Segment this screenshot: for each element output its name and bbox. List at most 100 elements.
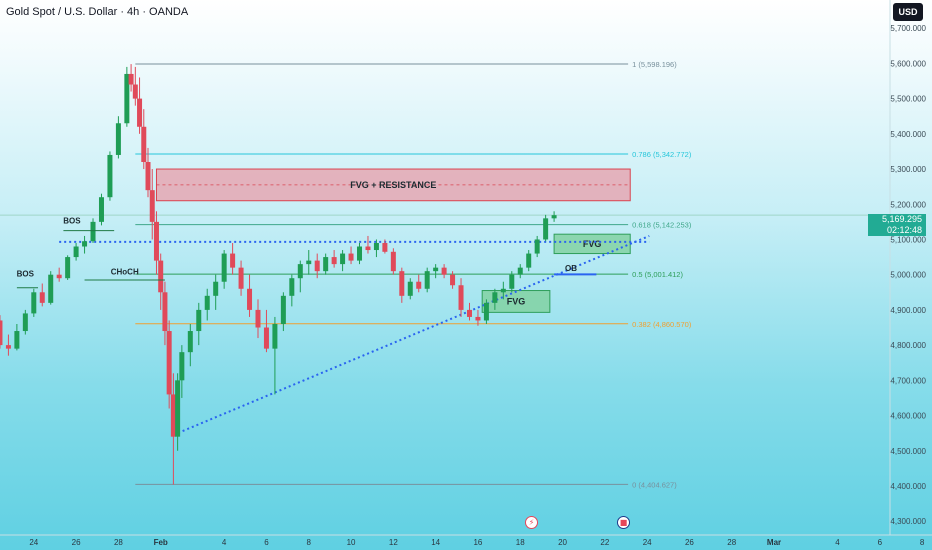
zone-label: FVG + RESISTANCE [350,180,436,190]
candle-body [39,292,45,303]
candle-body [255,309,261,328]
candle-body [297,264,303,279]
candle-body [526,253,532,268]
x-axis-tick-label: 14 [431,538,440,547]
candle-body [132,84,138,99]
candle-body [373,242,379,251]
y-axis-tick-label: 5,200.000 [890,200,926,209]
fib-level-label: 0.5 (5,001.412) [632,270,683,279]
y-axis-tick-label: 5,600.000 [890,59,926,68]
candle-body [407,281,413,296]
candle-body [441,267,447,275]
us-flag-event-icon[interactable]: ■ [617,516,630,529]
candle-countdown-tag: 02:12:48 [868,225,926,236]
candle-body [162,292,168,332]
candle-body [230,253,236,268]
candle-body [357,246,363,261]
candle-body [458,285,464,310]
x-axis-tick-label: Feb [154,538,168,547]
candle-body [124,73,130,124]
candle-body [0,320,3,346]
x-axis-tick-label: 12 [389,538,398,547]
x-axis-tick-label: 24 [643,538,652,547]
candle-body [175,380,181,437]
candle-body [196,309,202,332]
zone-label: FVG [507,296,526,306]
fib-level-label: 0.618 (5,142.253) [632,221,692,230]
y-axis-tick-label: 4,900.000 [890,306,926,315]
candle-body [382,242,388,252]
candle-body [153,221,159,261]
x-axis-tick-label: 24 [29,538,38,547]
candle-body [390,251,396,272]
candle-body [128,73,134,85]
y-axis-tick-label: 5,100.000 [890,235,926,244]
candle-body [509,274,515,289]
candle-body [289,278,295,296]
y-axis-tick-label: 5,400.000 [890,130,926,139]
candle-body [551,215,557,219]
candle-body [238,267,244,289]
x-axis-tick-label: 4 [222,538,227,547]
lightning-event-icon[interactable]: ⚡ [525,516,538,529]
x-axis-tick-label: 16 [473,538,482,547]
fib-level-label: 0.382 (4,860.570) [632,320,692,329]
candle-body [158,260,164,293]
candle-body [5,345,11,349]
candle-body [365,246,371,251]
candle-body [221,253,227,282]
candle-body [145,161,151,191]
candle-body [22,313,28,332]
x-axis-tick-label: 18 [516,538,525,547]
candle-body [213,281,219,296]
fib-level-label: 0.786 (5,342.772) [632,150,692,159]
x-axis-tick-label: 6 [264,538,269,547]
x-axis-tick-label: 4 [835,538,840,547]
candle-body [73,246,79,258]
candle-body [48,274,54,303]
fib-level-label: 0 (4,404.627) [632,480,677,489]
candle-body [179,352,185,381]
candle-body [466,309,472,317]
x-axis-tick-label: 8 [920,538,925,547]
candle-body [137,98,143,127]
candle-body [98,197,104,222]
candle-body [31,292,37,314]
y-axis-tick-label: 5,000.000 [890,271,926,280]
candle-body [492,292,498,303]
candle-body [263,327,269,349]
candle-body [115,123,121,155]
fib-level-label: 1 (5,598.196) [632,60,677,69]
y-axis-tick-label: 5,500.000 [890,95,926,104]
candle-body [340,253,346,265]
candle-body [272,323,278,349]
y-axis-tick-label: 5,300.000 [890,165,926,174]
candle-body [517,267,523,275]
candle-body [247,288,253,310]
candle-body [56,274,62,279]
y-axis-tick-label: 4,600.000 [890,412,926,421]
x-axis-tick-label: 26 [685,538,694,547]
x-axis-tick-label: 28 [727,538,736,547]
candle-body [475,316,481,321]
x-axis-tick-label: 26 [72,538,81,547]
x-axis-tick-label: 10 [347,538,356,547]
candle-body [433,267,439,272]
candle-body [348,253,354,261]
candle-body [483,302,489,321]
x-axis-tick-label: 8 [307,538,312,547]
ascending-trendline [173,235,650,436]
y-axis-tick-label: 5,700.000 [890,24,926,33]
candle-body [107,154,113,198]
currency-button[interactable]: USD [893,3,923,21]
x-axis-tick-label: 20 [558,538,567,547]
zone-label: FVG [583,239,602,249]
annotation-label: BOS [63,217,81,226]
candle-body [149,190,155,222]
candle-body [187,331,193,353]
annotation-label: BOS [17,269,35,278]
candle-body [314,260,320,272]
zone-box [481,290,551,313]
candle-body [500,288,506,293]
